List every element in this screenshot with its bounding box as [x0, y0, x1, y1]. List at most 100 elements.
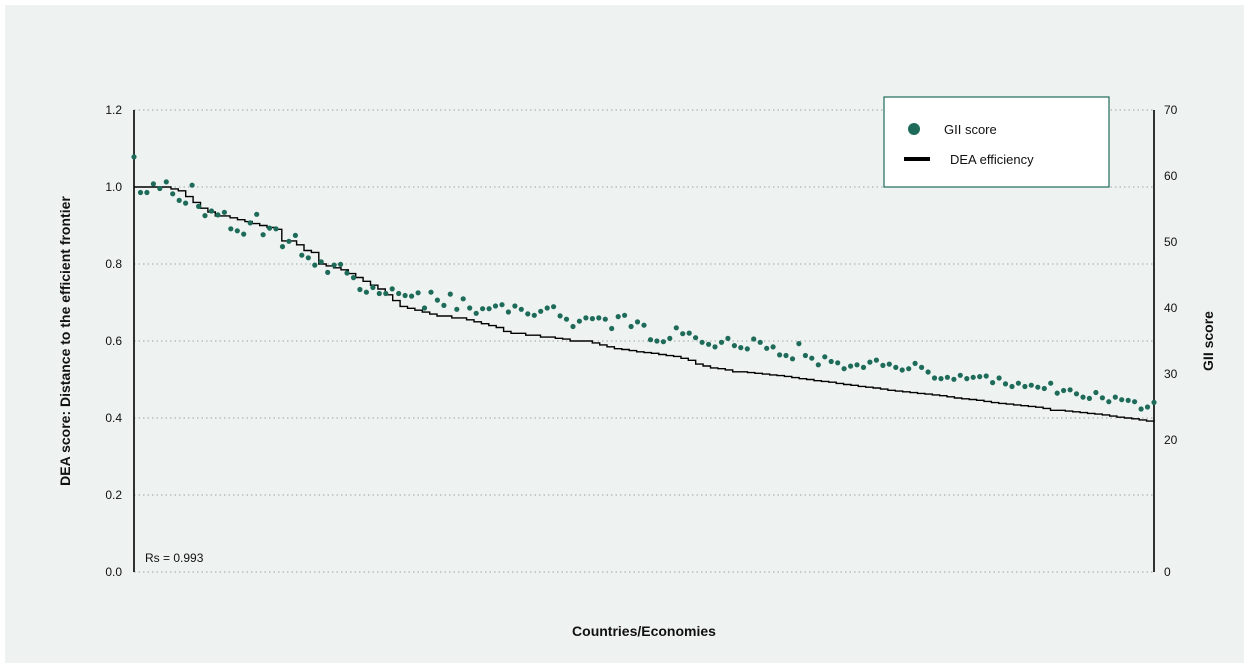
- gii-score-point: [757, 339, 763, 345]
- plot-area: [131, 154, 1157, 422]
- gii-score-point: [841, 366, 847, 372]
- gii-score-point: [938, 376, 944, 382]
- gii-score-point: [880, 362, 886, 368]
- gii-score-point: [402, 292, 408, 299]
- gii-score-point: [551, 304, 557, 310]
- gii-score-point: [615, 314, 621, 320]
- right-axis-title: GII score: [1200, 311, 1216, 371]
- gii-score-point: [137, 189, 144, 196]
- gii-score-point: [815, 362, 821, 368]
- gii-score-point: [919, 364, 925, 370]
- gii-score-point: [912, 360, 918, 366]
- gii-score-point: [751, 336, 757, 342]
- gii-score-point: [221, 209, 227, 215]
- gii-score-point: [609, 325, 615, 332]
- gii-score-point: [279, 244, 286, 250]
- gii-score-point: [383, 290, 389, 297]
- gii-score-point: [241, 231, 247, 237]
- legend-box: [883, 96, 1110, 188]
- gii-score-point: [1151, 399, 1157, 405]
- gii-score-point: [744, 346, 750, 352]
- gii-score-point: [505, 309, 511, 315]
- gii-score-point: [1022, 383, 1028, 390]
- gii-score-point: [344, 270, 350, 276]
- gii-score-point: [1125, 397, 1131, 403]
- gii-score-point: [1144, 404, 1151, 410]
- gii-score-point: [460, 296, 466, 302]
- gii-score-point: [893, 364, 899, 370]
- gii-score-point: [944, 374, 951, 380]
- gii-score-point: [673, 325, 679, 331]
- gii-score-point: [1138, 406, 1144, 412]
- left-tick-label: 0.6: [105, 334, 122, 348]
- legend-dea-marker: [904, 157, 930, 161]
- gii-score-point: [667, 335, 673, 341]
- gii-score-point: [196, 203, 202, 209]
- left-tick-label: 1.2: [105, 103, 122, 117]
- gii-score-point: [247, 220, 253, 226]
- right-tick-label: 40: [1164, 301, 1178, 315]
- gii-score-point: [447, 291, 453, 297]
- gii-score-point: [1080, 394, 1086, 400]
- gii-score-point: [899, 367, 905, 373]
- legend-gii-marker: [908, 123, 920, 135]
- left-tick-label: 0.0: [105, 565, 122, 579]
- left-axis-title: DEA score: Distance to the efficient fro…: [57, 196, 73, 486]
- gii-score-point: [286, 238, 292, 244]
- gii-score-point: [931, 375, 938, 381]
- gii-score-point: [292, 232, 298, 238]
- gii-score-point: [706, 341, 712, 347]
- gii-score-point: [583, 315, 589, 321]
- gii-score-point: [331, 262, 337, 268]
- left-tick-label: 1.0: [105, 180, 122, 194]
- gii-score-point: [906, 366, 912, 372]
- gii-score-point: [1067, 387, 1073, 393]
- gii-score-point: [363, 289, 369, 295]
- right-tick-label: 60: [1164, 169, 1178, 183]
- gii-score-point: [434, 297, 440, 303]
- gii-score-point: [512, 303, 518, 309]
- gii-score-point: [473, 310, 479, 316]
- gii-score-point: [809, 355, 815, 361]
- gii-score-point: [886, 361, 892, 367]
- gii-score-point: [176, 197, 182, 203]
- gii-score-point: [796, 341, 802, 347]
- right-tick-label: 50: [1164, 235, 1178, 249]
- gii-score-point: [254, 211, 260, 217]
- gii-score-point: [964, 376, 970, 382]
- gii-score-point: [157, 185, 163, 192]
- gii-score-point: [325, 269, 331, 275]
- gii-score-point: [718, 339, 725, 345]
- gii-score-point: [1106, 399, 1112, 405]
- gii-score-point: [777, 352, 783, 358]
- gii-score-point: [647, 337, 654, 343]
- gii-score-point: [660, 339, 667, 345]
- gii-score-point: [867, 359, 873, 365]
- gii-score-point: [350, 275, 357, 281]
- gii-score-point: [163, 179, 169, 185]
- left-tick-label: 0.4: [105, 411, 122, 425]
- dea-efficiency-line: [134, 186, 1155, 422]
- gii-score-point: [990, 380, 996, 386]
- left-tick-label: 0.8: [105, 257, 122, 271]
- gii-score-point: [1112, 394, 1118, 400]
- gii-score-point: [957, 372, 963, 378]
- gii-score-point: [622, 312, 628, 318]
- gii-score-point: [267, 225, 273, 231]
- gii-score-point: [518, 306, 524, 312]
- gii-score-point: [1073, 391, 1080, 397]
- gii-score-point: [531, 312, 537, 318]
- gii-score-point: [596, 315, 602, 321]
- gii-score-point: [822, 354, 828, 360]
- gii-score-point: [305, 255, 311, 261]
- gii-score-point: [970, 374, 976, 380]
- gii-score-point: [699, 339, 705, 345]
- gii-score-point: [983, 373, 989, 379]
- right-tick-label: 30: [1164, 367, 1178, 381]
- rs-annotation: Rs = 0.993: [145, 551, 204, 565]
- gii-score-point: [215, 212, 221, 218]
- gii-score-point: [860, 364, 867, 370]
- gii-score-point: [680, 331, 686, 337]
- gii-score-point: [318, 259, 324, 265]
